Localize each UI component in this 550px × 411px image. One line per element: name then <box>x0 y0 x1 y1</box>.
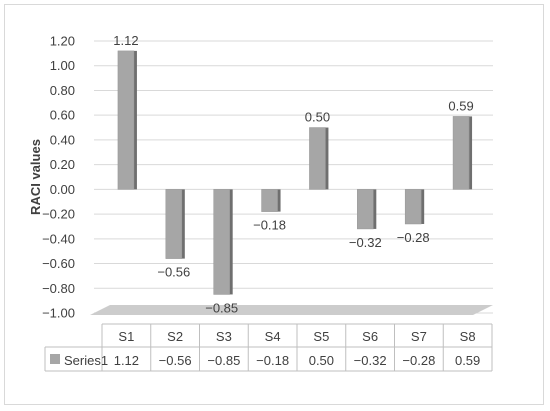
table-value: 0.50 <box>309 353 334 368</box>
bar-side <box>229 189 233 295</box>
data-label: −0.28 <box>397 230 430 245</box>
bar-side <box>469 116 473 190</box>
bar <box>452 116 470 190</box>
table-category-label: S4 <box>265 329 281 344</box>
bar <box>213 189 230 295</box>
table-category-label: S7 <box>411 329 427 344</box>
y-tick-label: 0.60 <box>50 108 75 123</box>
data-label: −0.85 <box>205 300 238 315</box>
table-value: −0.18 <box>256 353 289 368</box>
y-tick-label: −0.60 <box>42 256 75 271</box>
y-tick-label: 0.00 <box>50 182 75 197</box>
bar-side <box>133 50 137 190</box>
y-tick-label: −1.00 <box>42 306 75 321</box>
table-value: −0.32 <box>354 353 387 368</box>
bar <box>165 189 183 259</box>
y-tick-label: −0.40 <box>42 231 75 246</box>
table-value: 1.12 <box>114 353 139 368</box>
bar-chart: 1.20 1.00 0.80 0.60 0.40 0.20 0.00 −0.20 −0.40 −0… <box>28 33 493 372</box>
table-category-label: S1 <box>118 329 134 344</box>
y-axis-title: RACI values <box>28 139 43 215</box>
bar <box>117 50 135 190</box>
data-label: 0.50 <box>305 110 330 125</box>
legend-series-name: Series1 <box>64 353 108 368</box>
y-tick-label: 1.20 <box>50 34 75 49</box>
table-category-label: S3 <box>216 329 232 344</box>
bar-side <box>325 127 329 190</box>
bar-side <box>421 189 425 224</box>
table-category-label: S6 <box>362 329 378 344</box>
table-value: −0.28 <box>402 353 435 368</box>
bar-side <box>181 189 185 259</box>
y-tick-label: −0.80 <box>42 281 75 296</box>
y-tick-label: 0.80 <box>50 83 75 98</box>
bar <box>357 189 374 230</box>
data-label: −0.18 <box>253 218 286 233</box>
y-tick-label: 1.00 <box>50 58 75 73</box>
bar <box>309 127 326 190</box>
data-label: −0.32 <box>349 235 382 250</box>
data-label: −0.56 <box>157 265 190 280</box>
bar-side <box>373 189 377 229</box>
bar-side <box>277 189 281 212</box>
data-label: 1.12 <box>113 33 138 48</box>
legend-key <box>50 354 60 364</box>
table-category-label: S8 <box>460 329 476 344</box>
table-value: −0.85 <box>207 353 240 368</box>
y-tick-label: 0.40 <box>50 132 75 147</box>
chart-floor <box>90 305 493 315</box>
chart-frame: 1.20 1.00 0.80 0.60 0.40 0.20 0.00 −0.20 −0.40 −0… <box>4 4 544 405</box>
bar <box>261 189 278 212</box>
table-category-label: S5 <box>313 329 329 344</box>
data-label: 0.59 <box>448 98 473 113</box>
table-value: 0.59 <box>455 353 480 368</box>
y-tick-label: −0.20 <box>42 207 75 222</box>
table-value: −0.56 <box>159 353 192 368</box>
bar <box>404 189 422 225</box>
y-tick-label: 0.20 <box>50 157 75 172</box>
table-category-label: S2 <box>167 329 183 344</box>
